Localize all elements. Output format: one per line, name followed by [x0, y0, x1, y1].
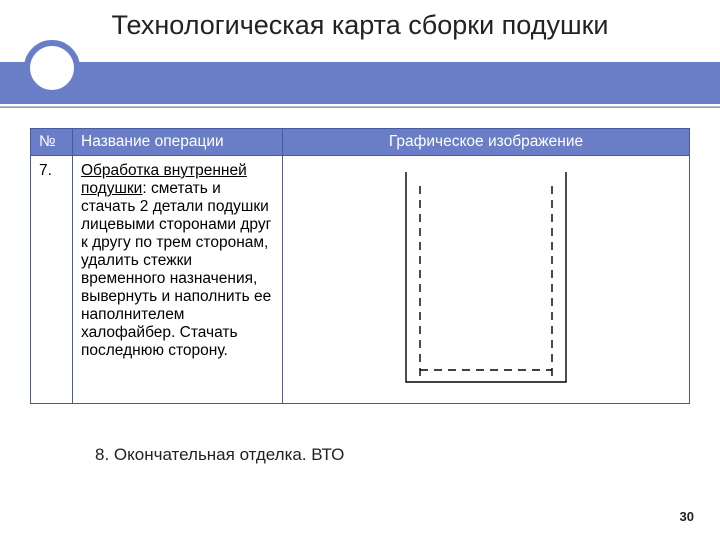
table-row: 7. Обработка внутренней подушки: сметать… — [31, 156, 690, 404]
slide-title: Технологическая карта сборки подушки — [0, 10, 720, 41]
cell-operation: Обработка внутренней подушки: сметать и … — [73, 156, 283, 404]
footer-step-8: 8. Окончательная отделка. ВТО — [95, 445, 344, 465]
pillow-diagram — [386, 162, 586, 392]
title-band — [0, 62, 720, 104]
header-operation: Название операции — [73, 129, 283, 156]
content-area: № Название операции Графическое изображе… — [30, 128, 690, 404]
process-table: № Название операции Графическое изображе… — [30, 128, 690, 404]
operation-rest: : сметать и стачать 2 детали подушки лиц… — [81, 180, 271, 359]
table-header-row: № Название операции Графическое изображе… — [31, 129, 690, 156]
cell-graphic — [283, 156, 690, 404]
header-graphic: Графическое изображение — [283, 129, 690, 156]
cell-num: 7. — [31, 156, 73, 404]
page-number: 30 — [680, 509, 694, 524]
slide: Технологическая карта сборки подушки № Н… — [0, 0, 720, 540]
title-underline — [0, 106, 720, 108]
header-num: № — [31, 129, 73, 156]
